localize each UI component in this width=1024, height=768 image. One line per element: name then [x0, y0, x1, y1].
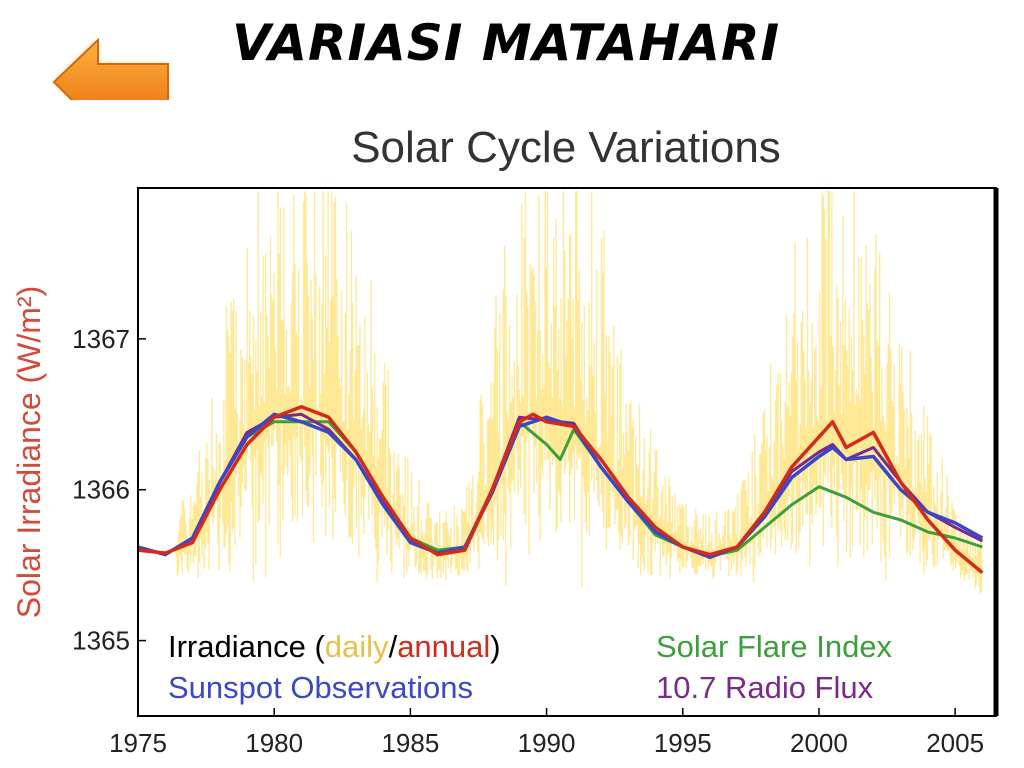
x-tick-label: 1975 [109, 728, 167, 758]
x-tick-label: 1980 [245, 728, 303, 758]
legend-irradiance-part: annual [397, 629, 490, 664]
x-tick-label: 2005 [926, 728, 984, 758]
y-tick-label: 1365 [72, 626, 130, 656]
x-tick-label: 2000 [790, 728, 848, 758]
legend-flare: Solar Flare Index [656, 629, 893, 664]
series-line-annual [137, 404, 984, 575]
axis-ticks: 1975 1980 1985 1990 1995 2000 2005 1365 1366 1367 [72, 324, 984, 758]
x-tick-label: 1995 [654, 728, 712, 758]
slide-title: VARIASI MATAHARI [232, 14, 781, 72]
legend-irradiance: Irradiance (daily/annual) [168, 629, 501, 664]
chart-panel: Solar Cycle Variations Solar Irradiance … [0, 100, 1024, 768]
solar-cycle-chart: Solar Cycle Variations Solar Irradiance … [0, 100, 1024, 768]
x-tick-label: 1985 [381, 728, 439, 758]
y-tick-label: 1366 [72, 475, 130, 505]
x-tick-label: 1990 [518, 728, 576, 758]
y-tick-label: 1367 [72, 324, 130, 354]
series-line-flare [137, 420, 983, 558]
legend-irradiance-part: daily [325, 629, 389, 664]
legend-radio: 10.7 Radio Flux [656, 670, 874, 705]
y-axis-label: Solar Irradiance (W/m²) [11, 286, 47, 619]
legend-irradiance-part: Irradiance ( [168, 629, 325, 664]
legend-sunspot: Sunspot Observations [168, 670, 473, 705]
legend-irradiance-part: / [389, 629, 398, 664]
series-lines [137, 404, 984, 575]
legend-irradiance-part: ) [490, 629, 500, 664]
chart-title: Solar Cycle Variations [351, 123, 781, 172]
legend: Irradiance (daily/annual) Sunspot Observ… [168, 629, 893, 705]
